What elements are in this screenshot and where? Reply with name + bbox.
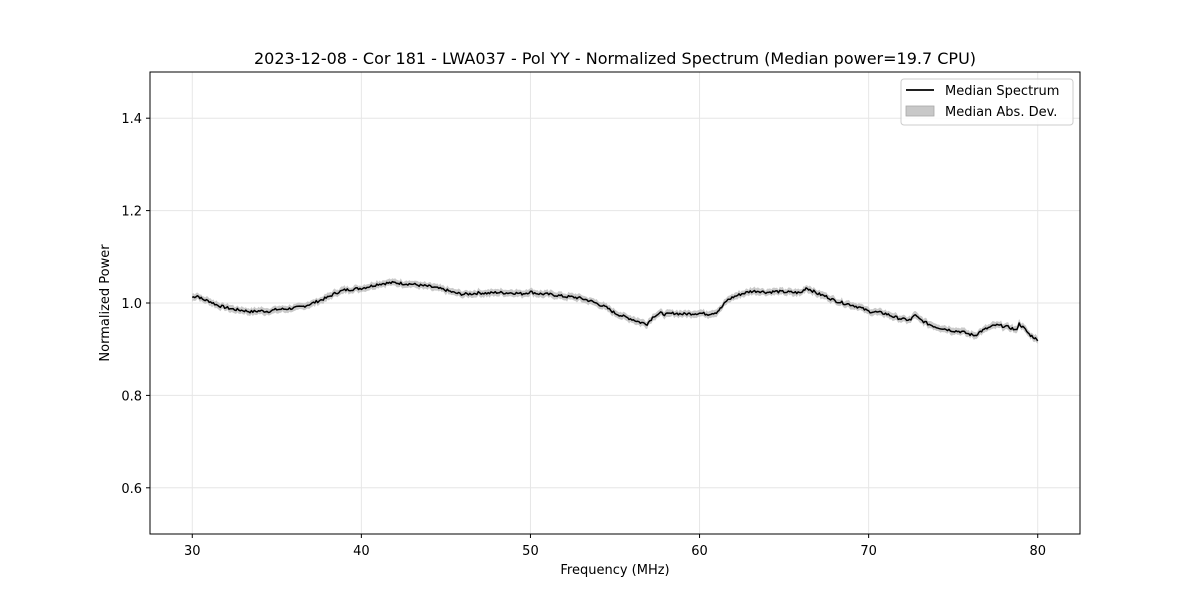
x-tick-label: 60	[691, 544, 708, 559]
y-tick-label: 1.0	[121, 297, 142, 312]
grid-lines	[150, 72, 1080, 534]
chart-title: 2023-12-08 - Cor 181 - LWA037 - Pol YY -…	[254, 49, 976, 68]
y-axis-label: Normalized Power	[98, 244, 113, 362]
x-axis-ticks: 30 40 50 60 70 80	[184, 534, 1046, 559]
y-tick-label: 0.6	[121, 482, 142, 497]
median-line-layer	[191, 280, 1039, 342]
x-axis-label: Frequency (MHz)	[560, 563, 669, 578]
x-tick-label: 80	[1029, 544, 1046, 559]
legend: Median Spectrum Median Abs. Dev.	[900, 78, 1074, 126]
y-axis-ticks: 0.6 0.8 1.0 1.2 1.4	[121, 112, 150, 497]
x-tick-label: 30	[184, 544, 201, 559]
y-tick-label: 1.4	[121, 112, 142, 127]
legend-label-median-spectrum: Median Spectrum	[945, 84, 1059, 99]
legend-box	[900, 78, 1074, 126]
y-tick-label: 1.2	[121, 205, 142, 220]
legend-band-swatch	[905, 105, 935, 117]
mad-band-layer	[192, 278, 1038, 344]
y-tick-label: 0.8	[121, 389, 142, 404]
median-spectrum-line	[191, 280, 1039, 342]
mad-band	[192, 278, 1038, 344]
x-tick-label: 50	[522, 544, 539, 559]
legend-label-median-abs-dev: Median Abs. Dev.	[945, 105, 1057, 120]
x-tick-label: 70	[860, 544, 877, 559]
x-tick-label: 40	[353, 544, 370, 559]
